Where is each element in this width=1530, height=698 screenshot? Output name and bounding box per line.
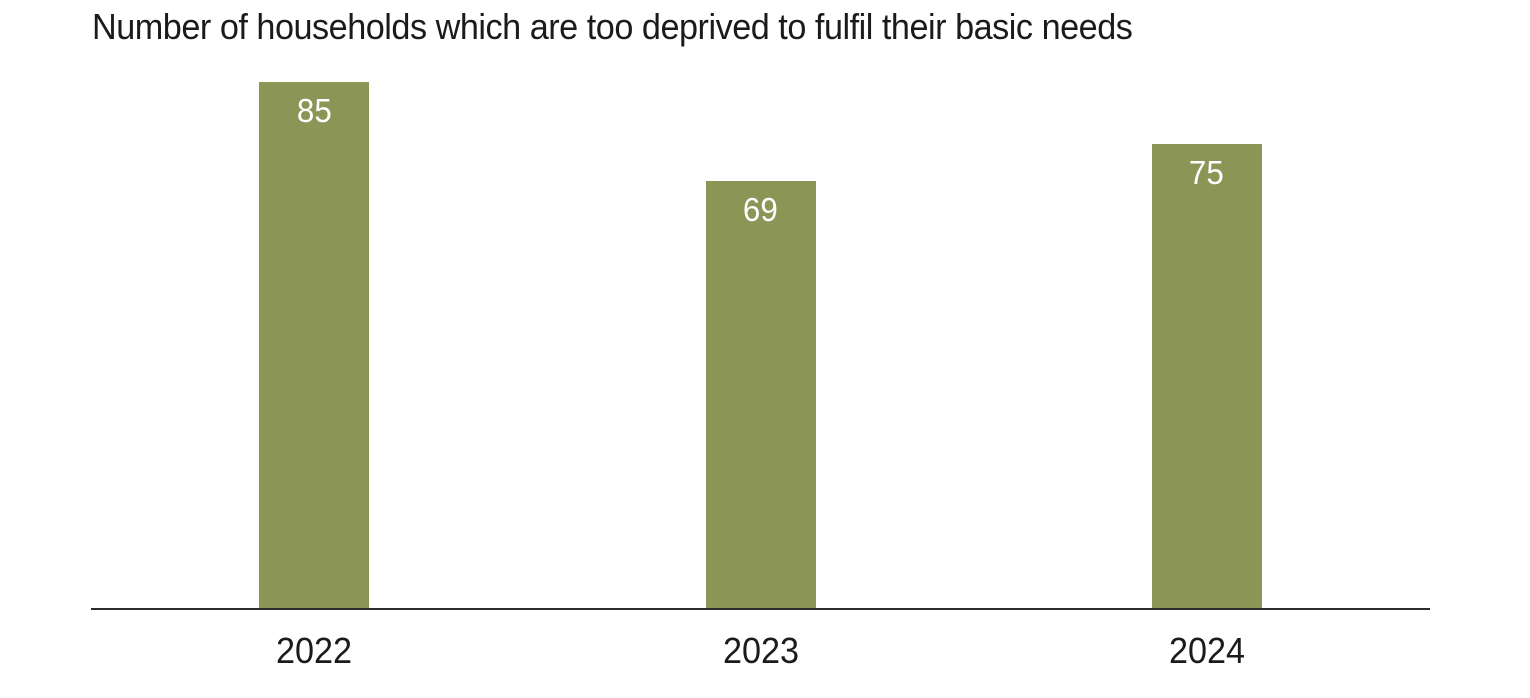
bar-value-label: 69 — [743, 191, 778, 229]
x-axis-tick-label: 2022 — [276, 630, 353, 671]
chart-title: Number of households which are too depri… — [92, 6, 1133, 47]
x-axis-labels: 2022 2023 2024 — [91, 630, 1430, 676]
bar-2024: 75 — [1151, 143, 1262, 608]
plot-area: 85 69 75 — [91, 82, 1430, 610]
x-axis-tick-label: 2024 — [1168, 630, 1245, 671]
x-axis-tick-label: 2023 — [722, 630, 799, 671]
bar-2023: 69 — [705, 181, 816, 608]
bar-value-label: 85 — [296, 92, 332, 129]
bar-2022: 85 — [259, 82, 370, 608]
bar-value-label: 75 — [1189, 153, 1225, 191]
